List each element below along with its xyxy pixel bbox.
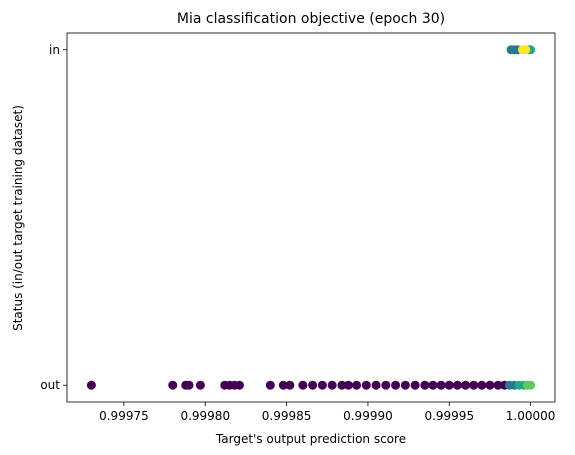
data-point xyxy=(343,380,353,390)
x-tick-label: 0.99990 xyxy=(343,409,393,423)
data-point xyxy=(444,380,454,390)
data-point xyxy=(381,380,391,390)
x-tick-label: 0.99995 xyxy=(424,409,474,423)
data-point xyxy=(461,380,471,390)
data-point xyxy=(420,380,430,390)
plot-area xyxy=(66,32,556,403)
y-axis-ticks: out in xyxy=(40,43,67,392)
data-point xyxy=(308,380,318,390)
x-tick-label: 0.99985 xyxy=(262,409,312,423)
data-point xyxy=(526,380,536,390)
x-tick-label: 1.00000 xyxy=(506,409,556,423)
data-points xyxy=(86,45,536,390)
data-point xyxy=(181,380,191,390)
data-point xyxy=(361,380,371,390)
data-point xyxy=(298,380,308,390)
data-point xyxy=(285,380,295,390)
data-point xyxy=(521,45,531,55)
data-point xyxy=(400,380,410,390)
x-tick-label: 0.99975 xyxy=(99,409,149,423)
x-axis-label: Target's output prediction score xyxy=(215,432,406,446)
y-axis-label: Status (in/out target training dataset) xyxy=(11,105,25,331)
data-point xyxy=(469,380,479,390)
data-point xyxy=(485,380,495,390)
data-point xyxy=(265,380,275,390)
data-point xyxy=(234,380,244,390)
data-point xyxy=(371,380,381,390)
y-tick-label: in xyxy=(49,43,60,57)
data-point xyxy=(391,380,401,390)
y-tick-label: out xyxy=(40,378,60,392)
data-point xyxy=(168,380,178,390)
data-point xyxy=(493,380,503,390)
data-point xyxy=(86,380,96,390)
data-point xyxy=(410,380,420,390)
data-point xyxy=(452,380,462,390)
chart-title: Mia classification objective (epoch 30) xyxy=(177,11,445,27)
data-point xyxy=(477,380,487,390)
data-point xyxy=(195,380,205,390)
data-point xyxy=(352,380,362,390)
data-point xyxy=(278,380,288,390)
data-point xyxy=(327,380,337,390)
x-axis-ticks: 0.99975 0.99980 0.99985 0.99990 0.99995 1.000… xyxy=(99,402,555,423)
data-point xyxy=(436,380,446,390)
axes-frame xyxy=(66,32,556,403)
data-point xyxy=(428,380,438,390)
data-point xyxy=(337,380,347,390)
data-point xyxy=(317,380,327,390)
x-tick-label: 0.99980 xyxy=(180,409,230,423)
